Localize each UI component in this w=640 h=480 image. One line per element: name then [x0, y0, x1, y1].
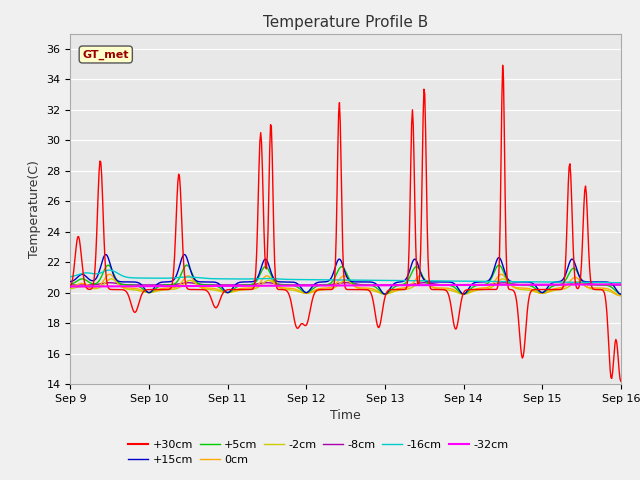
Text: GT_met: GT_met — [83, 49, 129, 60]
X-axis label: Time: Time — [330, 409, 361, 422]
Y-axis label: Temperature(C): Temperature(C) — [28, 160, 41, 258]
Legend: +30cm, +15cm, +5cm, 0cm, -2cm, -8cm, -16cm, -32cm: +30cm, +15cm, +5cm, 0cm, -2cm, -8cm, -16… — [124, 435, 513, 469]
Title: Temperature Profile B: Temperature Profile B — [263, 15, 428, 30]
